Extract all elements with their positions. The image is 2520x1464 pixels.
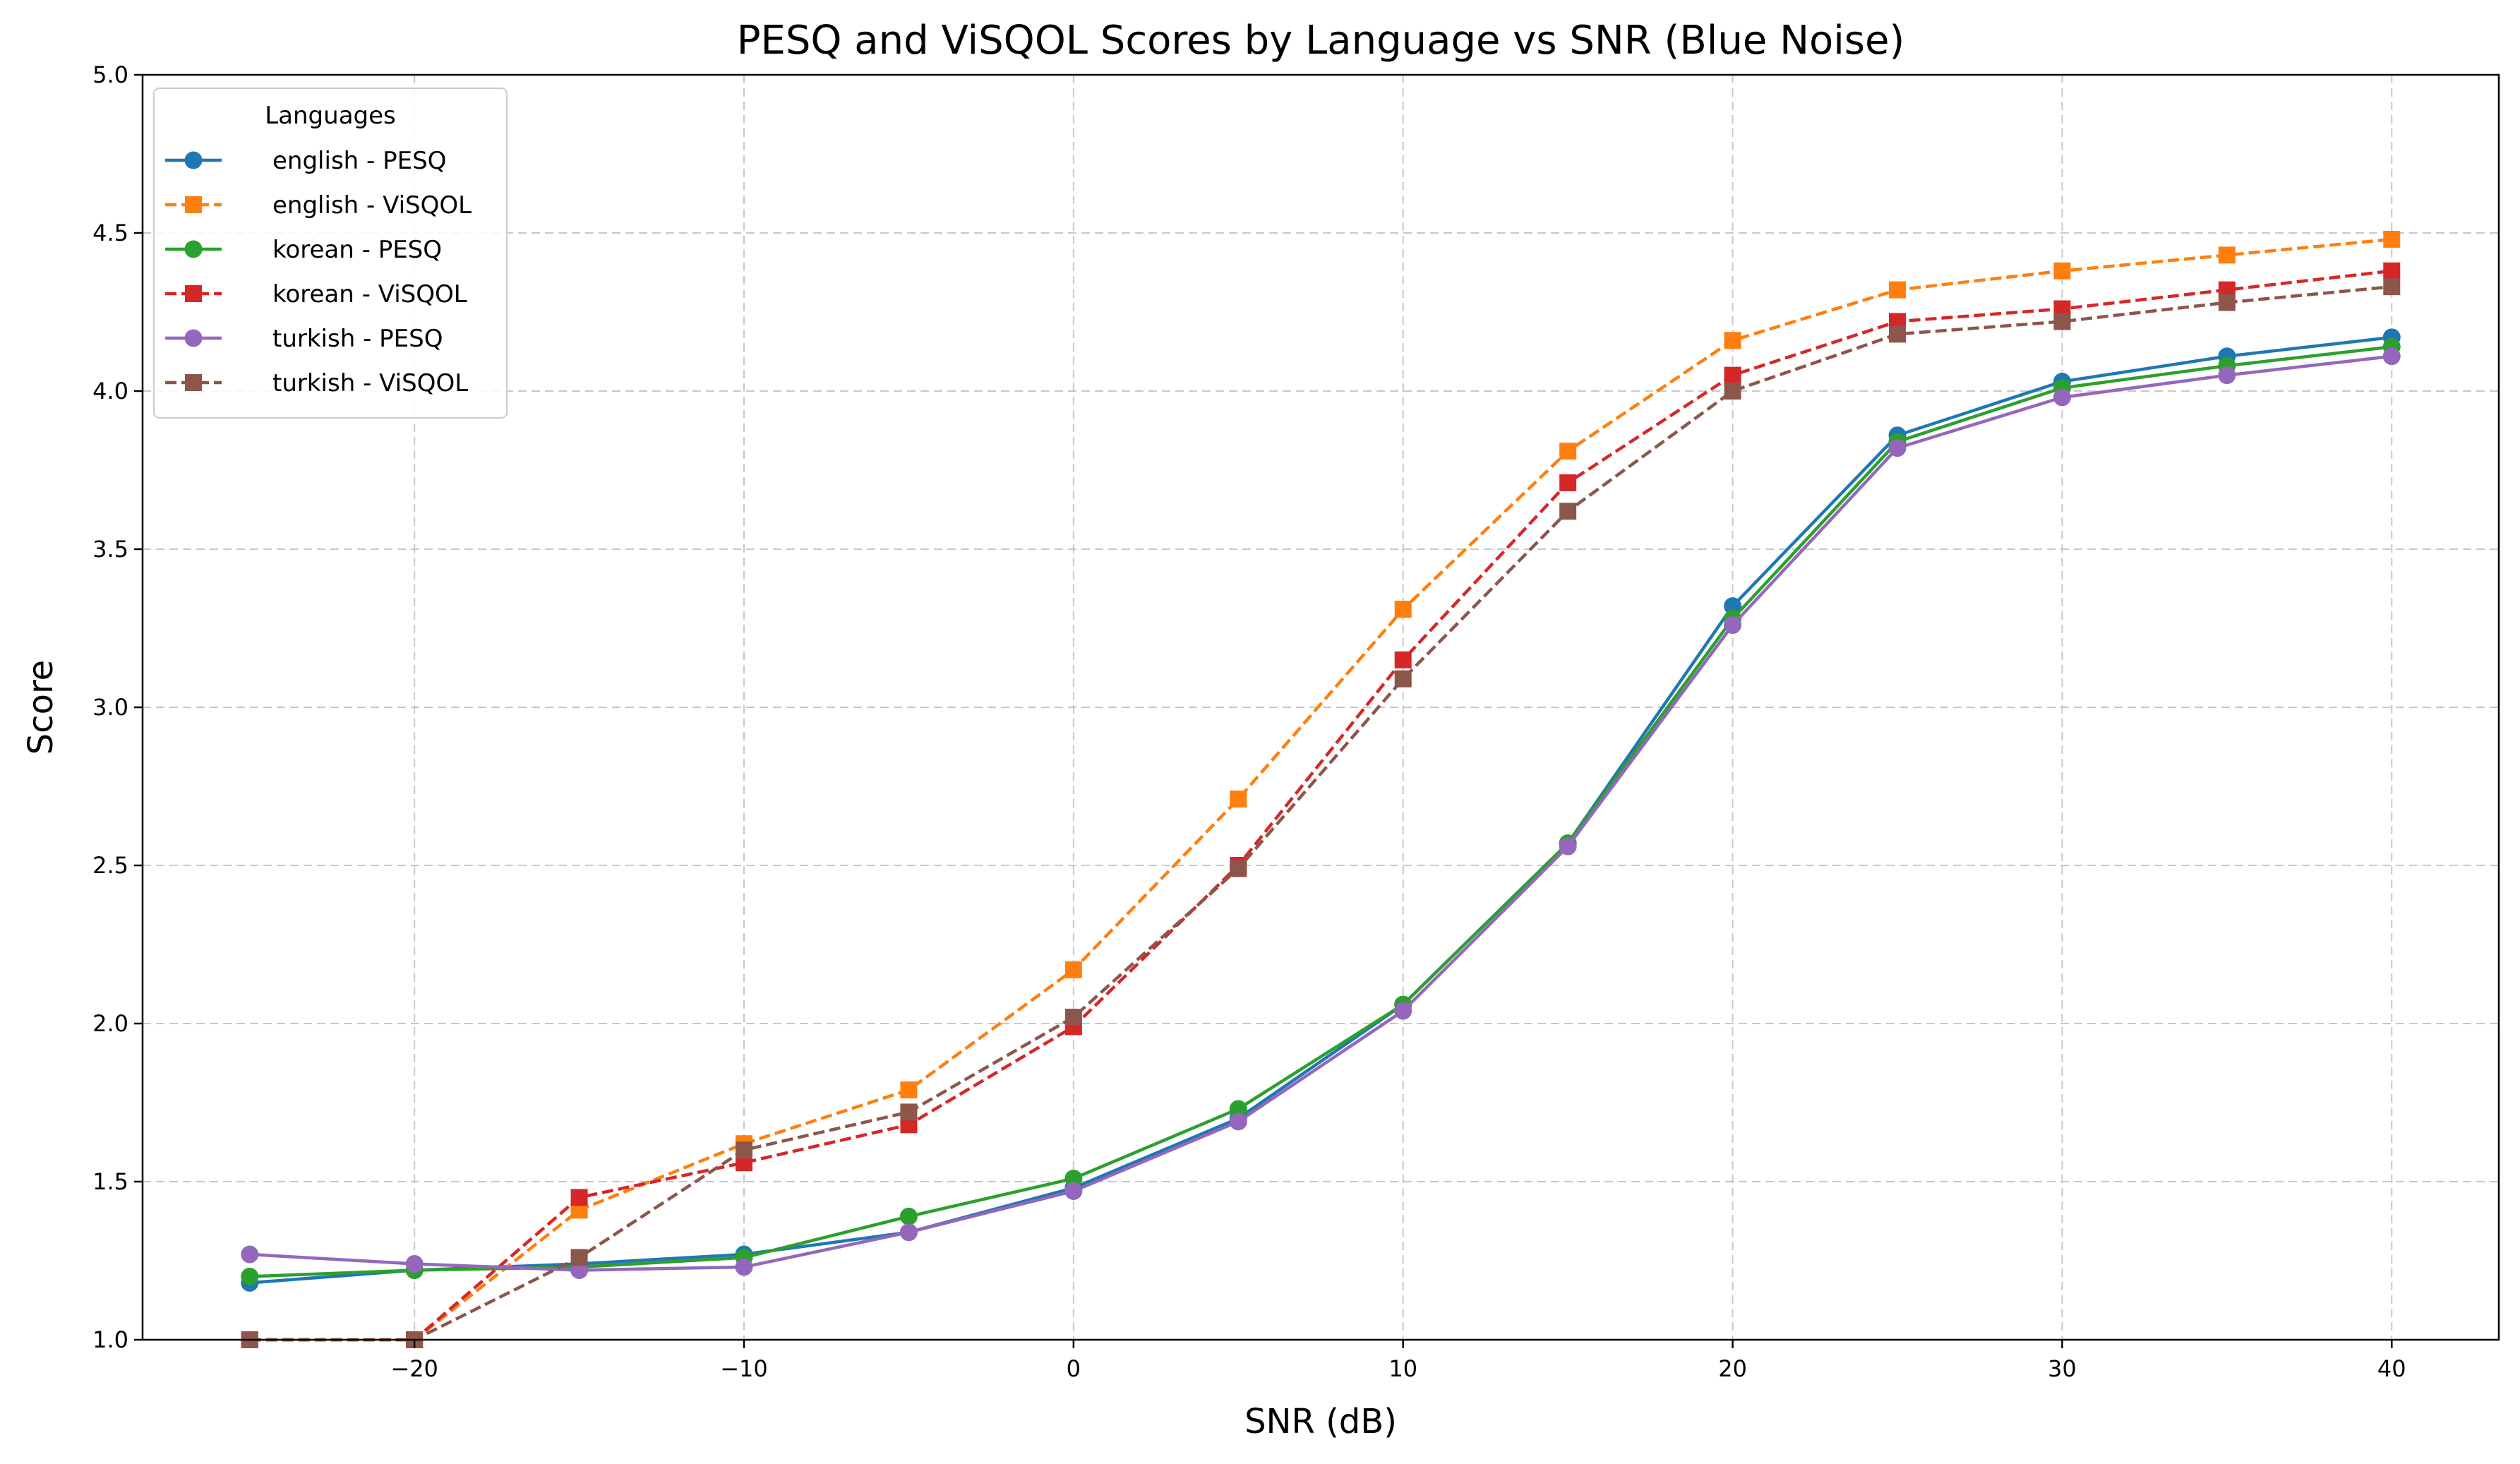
y-tick-label: 2.5: [92, 852, 128, 879]
legend-item-english-pesq: english - PESQ: [165, 147, 446, 175]
x-axis: −20 −10 0 10 20 30 40: [390, 1340, 2406, 1382]
data-point: [241, 1267, 259, 1285]
legend-items: english - PESQ english - ViSQOL korean - P…: [165, 147, 472, 397]
x-tick-label: 30: [2048, 1355, 2077, 1382]
data-point: [1559, 474, 1577, 491]
legend-label: turkish - ViSQOL: [272, 369, 468, 397]
data-point: [2218, 366, 2236, 385]
legend-item-turkish-pesq: turkish - PESQ: [165, 325, 443, 353]
data-point: [2383, 262, 2401, 280]
data-point: [570, 1249, 588, 1266]
data-point: [570, 1189, 588, 1206]
legend-marker: [185, 196, 202, 213]
legend-item-english-visqol: english - ViSQOL: [165, 191, 472, 220]
data-point: [241, 1245, 259, 1264]
series-line: [249, 354, 2392, 1272]
data-point: [1888, 325, 1906, 343]
x-axis-label: SNR (dB): [1244, 1402, 1397, 1441]
data-point: [736, 1141, 753, 1159]
x-tick-label: 40: [2377, 1355, 2406, 1382]
x-tick-label: −10: [720, 1355, 768, 1382]
series-line: [249, 269, 2392, 1342]
series-line: [249, 345, 2392, 1278]
legend-marker: [185, 285, 202, 302]
series-line: [249, 237, 2392, 1342]
series-line: [249, 335, 2392, 1285]
data-point: [1064, 961, 1082, 978]
data-point: [900, 1103, 918, 1121]
legend: Languages english - PESQ english - ViSQOL…: [153, 88, 508, 419]
data-point: [1559, 503, 1577, 520]
data-point: [2053, 388, 2071, 407]
data-point: [2383, 278, 2401, 296]
data-point: [1888, 439, 1907, 457]
chart-title: PESQ and ViSQOL Scores by Language vs SN…: [737, 18, 1905, 64]
y-tick-label: 2.0: [92, 1010, 128, 1037]
legend-item-turkish-visqol: turkish - ViSQOL: [165, 369, 468, 397]
data-point: [1394, 651, 1412, 668]
data-point: [1064, 1009, 1082, 1026]
x-tick-label: 20: [1718, 1355, 1747, 1382]
x-tick-label: 10: [1388, 1355, 1417, 1382]
data-point: [1230, 860, 1247, 877]
data-point: [1724, 366, 1741, 384]
data-point: [1559, 443, 1577, 460]
legend-marker: [184, 151, 203, 169]
data-point: [1724, 597, 1742, 616]
y-axis-label: Score: [21, 660, 61, 755]
legend-label: korean - PESQ: [272, 236, 442, 264]
data-point: [1724, 383, 1741, 400]
data-point: [1559, 837, 1577, 856]
legend-label: korean - ViSQOL: [272, 280, 467, 308]
y-tick-label: 3.5: [92, 536, 128, 563]
data-point: [1229, 1112, 1247, 1131]
y-tick-label: 5.0: [92, 61, 128, 88]
legend-marker: [185, 374, 202, 391]
legend-marker: [184, 240, 203, 258]
legend-label: turkish - PESQ: [272, 325, 443, 353]
data-point: [2053, 313, 2071, 330]
data-point: [1064, 1182, 1083, 1200]
legend-label: english - ViSQOL: [272, 191, 472, 220]
y-tick-label: 4.0: [92, 378, 128, 404]
data-point: [899, 1207, 918, 1225]
y-tick-label: 4.5: [92, 220, 128, 246]
series-line: [249, 284, 2392, 1342]
data-point: [1229, 1100, 1247, 1118]
data-point: [2218, 294, 2236, 311]
data-point: [1394, 601, 1412, 618]
legend-item-korean-visqol: korean - ViSQOL: [165, 280, 467, 308]
data-point: [900, 1081, 918, 1099]
x-tick-label: 0: [1067, 1355, 1081, 1382]
data-point: [405, 1254, 424, 1273]
legend-box: [153, 88, 508, 419]
data-point: [2218, 246, 2236, 264]
data-point: [1888, 281, 1906, 299]
y-tick-label: 3.0: [92, 694, 128, 721]
series-layer: [241, 230, 2401, 1348]
data-point: [1230, 790, 1247, 808]
data-point: [2383, 230, 2401, 248]
data-point: [1724, 616, 1742, 635]
data-point: [1724, 332, 1741, 349]
y-axis: 1.0 1.5 2.0 2.5 3.0 3.5 4.0 4.5 5.0: [92, 61, 143, 1353]
x-tick-label: −20: [390, 1355, 438, 1382]
data-point: [899, 1223, 918, 1242]
legend-marker: [184, 329, 203, 347]
legend-item-korean-pesq: korean - PESQ: [165, 236, 442, 264]
y-tick-label: 1.0: [92, 1326, 128, 1353]
legend-title: Languages: [265, 102, 396, 130]
data-point: [1064, 1170, 1083, 1188]
data-point: [1394, 670, 1412, 688]
data-point: [2382, 347, 2401, 366]
y-tick-label: 1.5: [92, 1168, 128, 1195]
data-point: [2053, 262, 2071, 280]
legend-label: english - PESQ: [272, 147, 446, 175]
data-point: [1394, 1002, 1412, 1020]
data-point: [735, 1258, 753, 1276]
